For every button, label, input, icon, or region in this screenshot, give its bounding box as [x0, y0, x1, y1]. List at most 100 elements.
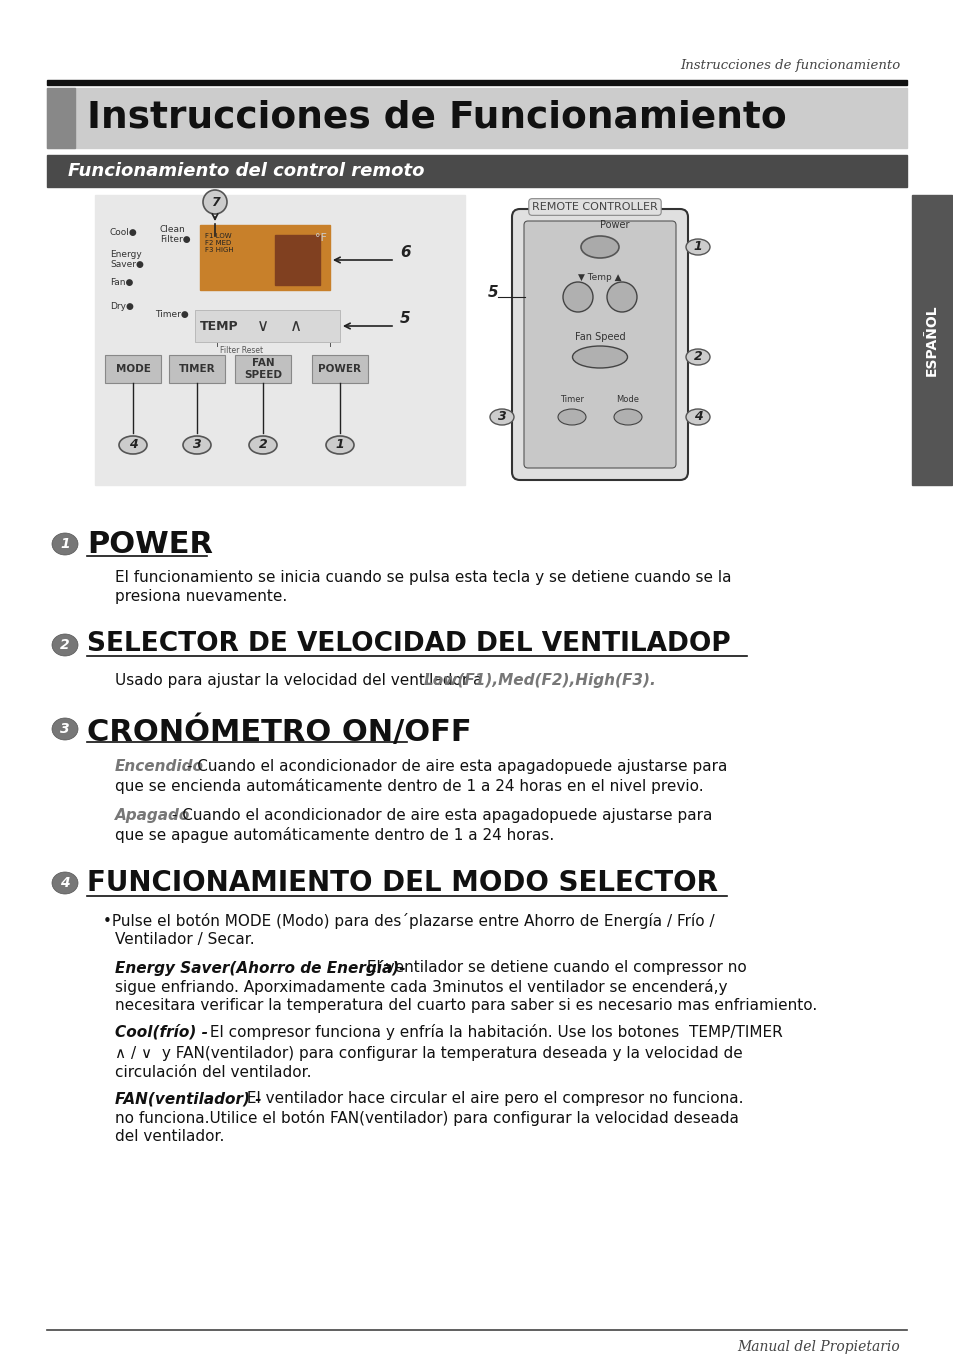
Text: ∧: ∧ [290, 317, 302, 335]
Ellipse shape [52, 533, 78, 555]
Text: no funciona.Utilice el botón FAN(ventilador) para configurar la velocidad desead: no funciona.Utilice el botón FAN(ventila… [115, 1110, 739, 1126]
Bar [105, 355, 161, 383]
Ellipse shape [562, 282, 593, 312]
Ellipse shape [685, 409, 709, 425]
Ellipse shape [558, 409, 585, 425]
Text: El compresor funciona y enfría la habitación. Use los botones  TEMP/TIMER: El compresor funciona y enfría la habita… [205, 1024, 781, 1040]
Text: Manual del Propietario: Manual del Propietario [737, 1340, 899, 1353]
Text: sigue enfriando. Aporximadamente cada 3minutos el ventilador se encenderá,y: sigue enfriando. Aporximadamente cada 3m… [115, 979, 727, 995]
Bar [234, 355, 291, 383]
Text: 1: 1 [60, 537, 70, 551]
Text: El funcionamiento se inicia cuando se pulsa esta tecla y se detiene cuando se la: El funcionamiento se inicia cuando se pu… [115, 570, 731, 585]
Text: Funcionamiento del control remoto: Funcionamiento del control remoto [68, 163, 424, 180]
Text: 7: 7 [211, 195, 219, 209]
Text: Usado para ajustar la velocidad del ventilador a: Usado para ajustar la velocidad del vent… [115, 673, 487, 688]
Text: 3: 3 [497, 410, 506, 424]
Bar [911, 195, 951, 485]
Bar [169, 355, 225, 383]
Ellipse shape [685, 349, 709, 365]
Text: 3: 3 [60, 722, 70, 735]
Text: 2: 2 [693, 350, 701, 364]
Ellipse shape [52, 634, 78, 656]
Bar [95, 195, 464, 485]
Text: Instrucciones de funcionamiento: Instrucciones de funcionamiento [679, 59, 899, 71]
Ellipse shape [490, 409, 514, 425]
Text: circulación del ventilador.: circulación del ventilador. [115, 1065, 312, 1080]
Ellipse shape [52, 718, 78, 740]
Ellipse shape [183, 436, 211, 454]
Text: presiona nuevamente.: presiona nuevamente. [115, 589, 287, 604]
Text: ESPAÑOL: ESPAÑOL [924, 305, 938, 376]
Text: 2: 2 [258, 439, 267, 451]
Text: Ventilador / Secar.: Ventilador / Secar. [115, 932, 254, 947]
Text: que se encienda automáticamente dentro de 1 a 24 horas en el nivel previo.: que se encienda automáticamente dentro d… [115, 778, 703, 794]
Text: Filter Reset: Filter Reset [220, 346, 263, 355]
Text: 6: 6 [399, 245, 410, 260]
Text: °F: °F [314, 232, 327, 243]
Text: 2: 2 [60, 638, 70, 652]
Text: 1: 1 [693, 241, 701, 253]
Text: necesitara verificar la temperatura del cuarto para saber si es necesario mas en: necesitara verificar la temperatura del … [115, 998, 817, 1013]
Text: Instrucciones de Funcionamiento: Instrucciones de Funcionamiento [87, 100, 786, 135]
Ellipse shape [326, 436, 354, 454]
Text: Low(F1),Med(F2),High(F3).: Low(F1),Med(F2),High(F3). [423, 673, 656, 688]
Text: ∨: ∨ [256, 317, 269, 335]
Text: ∧ / ∨  y FAN(ventilador) para configurar la temperatura deseada y la velocidad d: ∧ / ∨ y FAN(ventilador) para configurar … [115, 1046, 742, 1061]
Text: Energy Saver(Ahorro de Energía)-: Energy Saver(Ahorro de Energía)- [115, 960, 405, 976]
Text: Apagado: Apagado [115, 808, 191, 823]
Ellipse shape [249, 436, 276, 454]
Text: Fan Speed: Fan Speed [574, 332, 624, 342]
Bar [47, 87, 906, 148]
Text: TIMER: TIMER [178, 364, 215, 375]
Text: TEMP: TEMP [200, 320, 238, 332]
Text: 4: 4 [693, 410, 701, 424]
Text: que se apague automáticamente dentro de 1 a 24 horas.: que se apague automáticamente dentro de … [115, 827, 554, 843]
Text: Clean
Filter●: Clean Filter● [160, 226, 191, 245]
Text: Cool(frío) -: Cool(frío) - [115, 1024, 208, 1039]
Text: El ventilador se detiene cuando el compressor no: El ventilador se detiene cuando el compr… [362, 960, 746, 975]
Text: del ventilador.: del ventilador. [115, 1129, 224, 1144]
Text: F1 LOW
F2 MED
F3 HIGH: F1 LOW F2 MED F3 HIGH [205, 232, 233, 253]
Text: FUNCIONAMIENTO DEL MODO SELECTOR: FUNCIONAMIENTO DEL MODO SELECTOR [87, 869, 718, 897]
Text: Timer: Timer [559, 395, 583, 405]
Text: SELECTOR DE VELOCIDAD DEL VENTILADOP: SELECTOR DE VELOCIDAD DEL VENTILADOP [87, 632, 730, 658]
Text: Cool●: Cool● [110, 228, 137, 236]
Bar [47, 81, 906, 85]
Text: 1: 1 [335, 439, 344, 451]
Text: El ventilador hace circular el aire pero el compresor no funciona.: El ventilador hace circular el aire pero… [242, 1091, 743, 1106]
Ellipse shape [572, 346, 627, 368]
Ellipse shape [685, 239, 709, 256]
Bar [274, 235, 319, 284]
FancyBboxPatch shape [512, 209, 687, 480]
Text: Mode: Mode [616, 395, 639, 405]
Text: 4: 4 [129, 439, 137, 451]
Text: POWER: POWER [318, 364, 361, 375]
Text: 3: 3 [193, 439, 201, 451]
Bar [200, 226, 330, 290]
Text: - Cuando el acondicionador de aire esta apagadopuede ajustarse para: - Cuando el acondicionador de aire esta … [168, 808, 712, 823]
Ellipse shape [614, 409, 641, 425]
Text: •Pulse el botón MODE (Modo) para des´plazarse entre Ahorro de Energía / Frío /: •Pulse el botón MODE (Modo) para des´pla… [103, 913, 714, 930]
Ellipse shape [580, 236, 618, 258]
Bar [47, 87, 75, 148]
Text: FAN(ventilador) -: FAN(ventilador) - [115, 1091, 261, 1106]
Text: ▼ Temp ▲: ▼ Temp ▲ [578, 272, 621, 282]
Text: FAN
SPEED: FAN SPEED [244, 358, 282, 380]
Text: POWER: POWER [87, 530, 213, 559]
Text: MODE: MODE [115, 364, 151, 375]
Text: Dry●: Dry● [110, 302, 133, 312]
Ellipse shape [52, 872, 78, 894]
Text: Encendido: Encendido [115, 759, 204, 774]
Ellipse shape [606, 282, 637, 312]
Text: 5: 5 [488, 284, 498, 299]
Text: Fan●: Fan● [110, 278, 133, 287]
Circle shape [203, 190, 227, 215]
Text: - Cuando el acondicionador de aire esta apagadopuede ajustarse para: - Cuando el acondicionador de aire esta … [182, 759, 727, 774]
Text: 5: 5 [399, 312, 410, 325]
Bar [194, 310, 339, 342]
Text: REMOTE CONTROLLER: REMOTE CONTROLLER [532, 202, 658, 212]
Text: Timer●: Timer● [154, 310, 189, 319]
Text: CRONÓMETRO ON/OFF: CRONÓMETRO ON/OFF [87, 715, 471, 746]
Text: Energy
Saver●: Energy Saver● [110, 250, 144, 269]
FancyBboxPatch shape [523, 221, 676, 468]
